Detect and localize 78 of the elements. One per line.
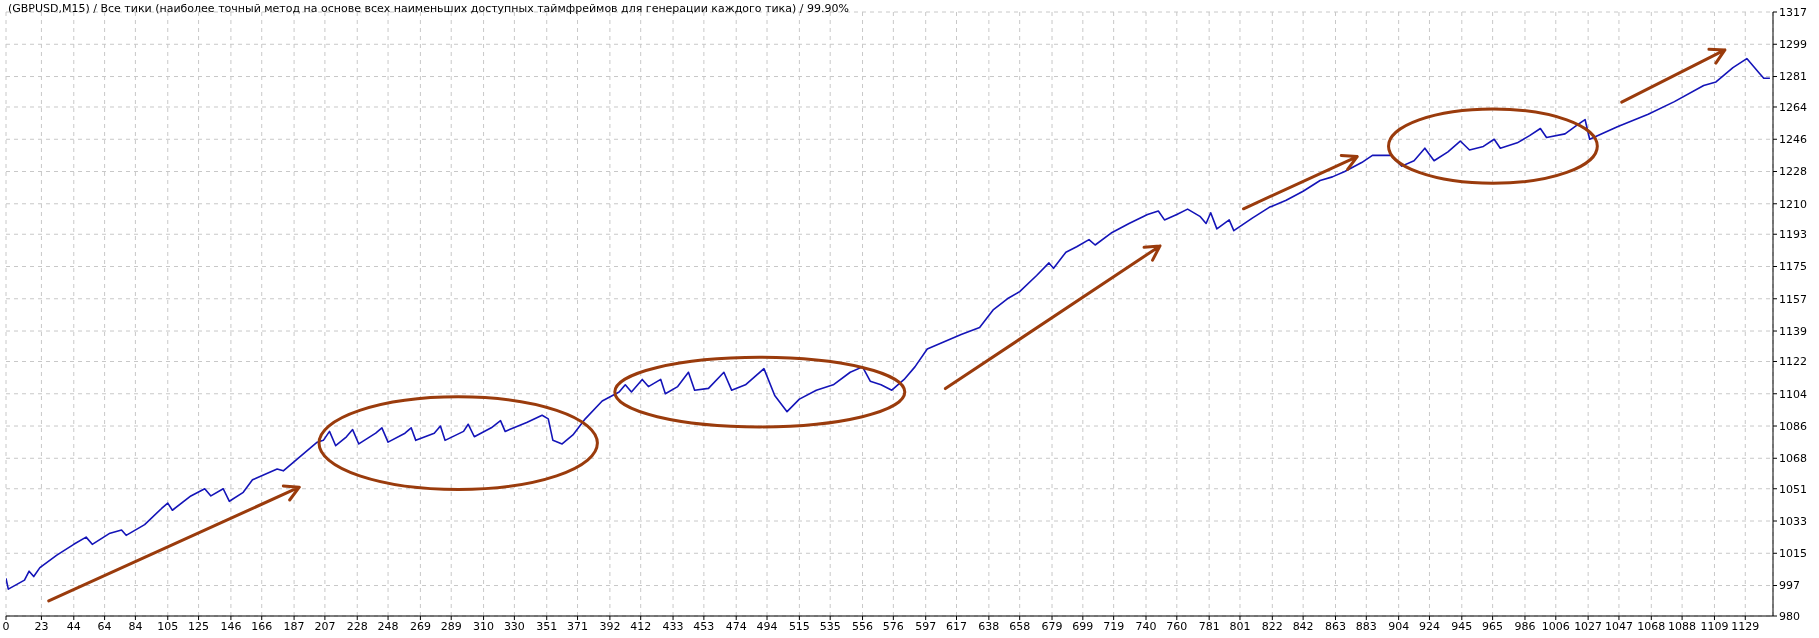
y-tick-label: 1122 [1779, 355, 1807, 369]
x-tick-label: 310 [473, 619, 495, 633]
x-tick-label: 64 [97, 619, 112, 633]
x-tick-label: 883 [1355, 619, 1377, 633]
y-tick-label: 1246 [1779, 133, 1807, 147]
x-tick-label: 658 [1009, 619, 1031, 633]
x-tick-label: 269 [409, 619, 431, 633]
x-tick-label: 1088 [1668, 619, 1697, 633]
x-tick-label: 679 [1041, 619, 1063, 633]
x-tick-label: 351 [536, 619, 558, 633]
x-tick-label: 760 [1166, 619, 1188, 633]
x-tick-label: 371 [567, 619, 589, 633]
y-tick-label: 1051 [1779, 482, 1807, 496]
y-tick-label: 1228 [1779, 165, 1807, 179]
x-tick-label: 924 [1418, 619, 1440, 633]
y-tick-label: 1264 [1779, 100, 1807, 114]
y-tick-label: 1157 [1779, 292, 1807, 306]
x-tick-label: 105 [157, 619, 179, 633]
y-tick-label: 1139 [1779, 324, 1807, 338]
x-tick-label: 986 [1514, 619, 1536, 633]
x-tick-label: 494 [756, 619, 778, 633]
x-tick-label: 248 [377, 619, 399, 633]
x-tick-label: 617 [946, 619, 968, 633]
y-tick-label: 997 [1779, 579, 1800, 593]
x-tick-label: 0 [2, 619, 10, 633]
x-tick-label: 535 [819, 619, 841, 633]
x-tick-label: 166 [251, 619, 273, 633]
x-tick-label: 187 [283, 619, 305, 633]
line-series [6, 57, 1771, 590]
y-tick-label: 1068 [1779, 452, 1807, 466]
x-tick-label: 904 [1388, 619, 1410, 633]
chart-title: (GBPUSD,M15) / Все тики (наиболее точный метод на основе всех наименьших доступных таймфреймов для генерации каждого тика) / 99.90% [8, 2, 849, 15]
x-tick-label: 1068 [1637, 619, 1666, 633]
x-tick-label: 1027 [1574, 619, 1603, 633]
x-tick-label: 781 [1198, 619, 1220, 633]
x-tick-label: 392 [599, 619, 621, 633]
x-tick-label: 1047 [1604, 619, 1633, 633]
y-tick-label: 1033 [1779, 514, 1807, 528]
x-tick-label: 699 [1072, 619, 1094, 633]
x-tick-label: 453 [693, 619, 715, 633]
x-tick-label: 84 [128, 619, 143, 633]
x-tick-label: 412 [630, 619, 652, 633]
x-tick-label: 474 [725, 619, 747, 633]
x-tick-label: 44 [66, 619, 81, 633]
x-tick-label: 1129 [1731, 619, 1760, 633]
y-tick-label: 1104 [1779, 387, 1807, 401]
y-tick-label: 1015 [1779, 547, 1807, 561]
x-tick-label: 228 [346, 619, 368, 633]
x-tick-label: 740 [1135, 619, 1157, 633]
y-tick-label: 1210 [1779, 197, 1807, 211]
x-tick-label: 945 [1451, 619, 1473, 633]
y-tick-label: 1317 [1779, 5, 1807, 19]
x-tick-label: 146 [220, 619, 242, 633]
y-tick-label: 1299 [1779, 38, 1807, 52]
x-tick-label: 23 [34, 619, 49, 633]
x-tick-label: 801 [1229, 619, 1251, 633]
y-tick-label: 1086 [1779, 419, 1807, 433]
x-tick-label: 863 [1324, 619, 1346, 633]
x-tick-label: 433 [662, 619, 684, 633]
x-tick-label: 1109 [1700, 619, 1729, 633]
x-tick-label: 207 [314, 619, 336, 633]
y-tick-label: 1193 [1779, 228, 1807, 242]
x-tick-label: 822 [1261, 619, 1283, 633]
x-tick-label: 576 [882, 619, 904, 633]
y-tick-label: 1281 [1779, 70, 1807, 84]
x-tick-label: 1006 [1541, 619, 1570, 633]
x-tick-label: 719 [1103, 619, 1125, 633]
x-tick-label: 556 [852, 619, 874, 633]
x-tick-label: 842 [1292, 619, 1314, 633]
x-tick-label: 515 [788, 619, 810, 633]
x-tick-label: 125 [188, 619, 210, 633]
x-tick-label: 965 [1482, 619, 1504, 633]
y-tick-label: 980 [1779, 609, 1800, 623]
x-tick-label: 597 [915, 619, 937, 633]
x-tick-label: 289 [440, 619, 462, 633]
x-tick-label: 330 [503, 619, 525, 633]
y-tick-label: 1175 [1779, 260, 1807, 274]
x-tick-label: 638 [978, 619, 1000, 633]
